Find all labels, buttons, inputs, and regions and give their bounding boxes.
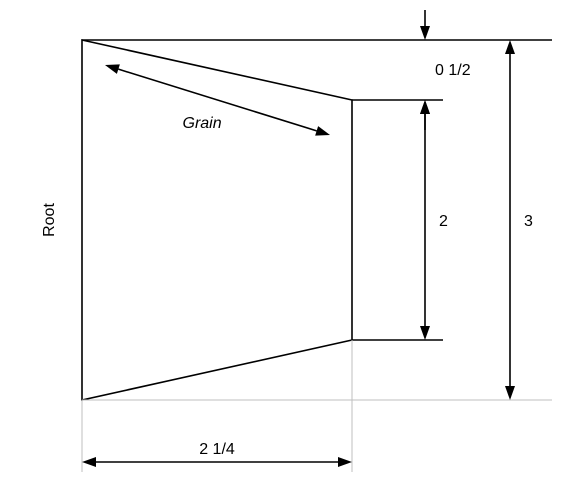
- grain-label: Grain: [183, 115, 222, 132]
- dim-tip-height-label: 2: [439, 213, 448, 230]
- dim-half-label: 0 1/2: [435, 62, 471, 79]
- blade-outline: [82, 40, 352, 400]
- dim-chord-label: 2 1/4: [199, 441, 235, 458]
- root-label: Root: [41, 203, 58, 237]
- dim-root-height-label: 3: [524, 213, 533, 230]
